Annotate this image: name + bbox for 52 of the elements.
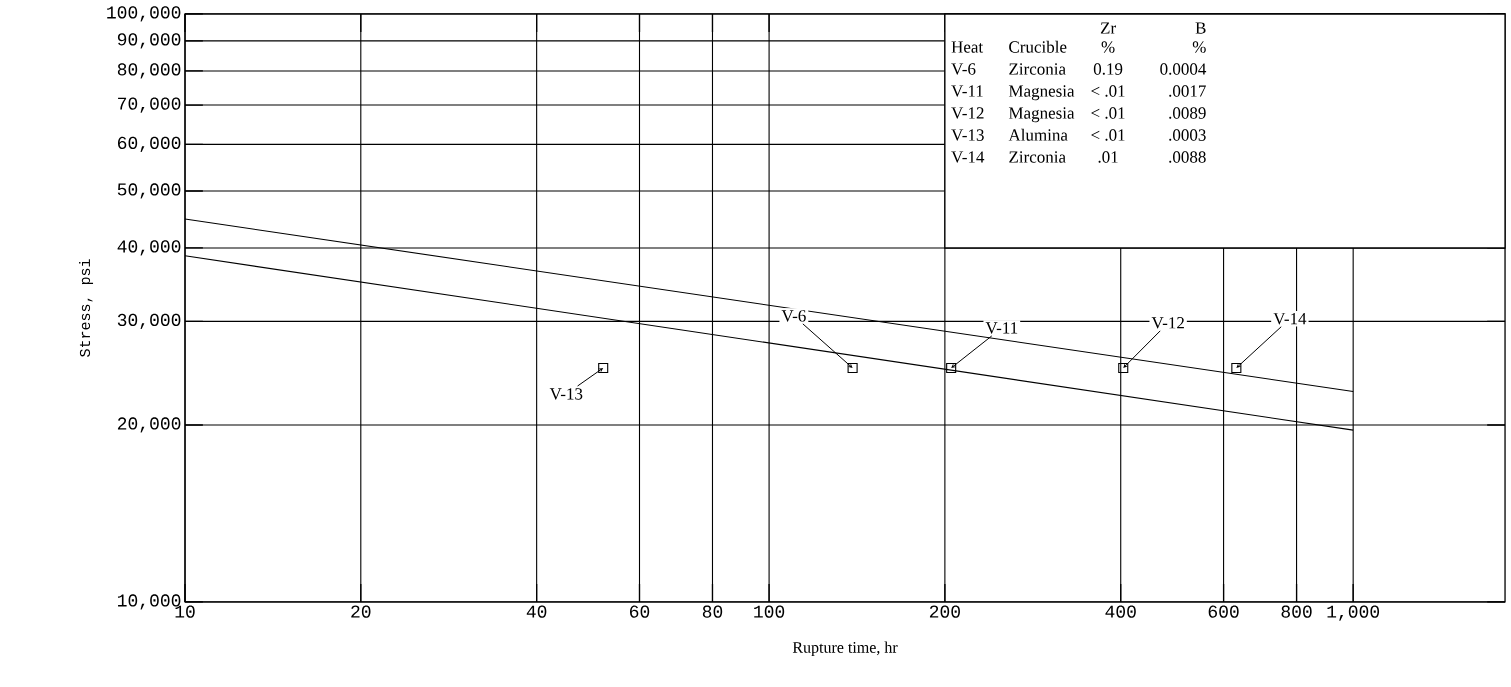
annotation: V-13 <box>951 129 984 141</box>
annotation: V-11 <box>985 322 1018 334</box>
annotation: Heat <box>951 41 984 53</box>
annotation: Magnesia <box>1008 85 1075 101</box>
annotation: Alumina <box>1008 128 1068 141</box>
x-tick-label: 1,000 <box>1327 605 1380 621</box>
annotation: V-14 <box>1273 313 1307 325</box>
x-tick-label: 800 <box>1281 605 1312 618</box>
annotation: .0088 <box>1169 151 1206 163</box>
y-tick-label: 50,000 <box>117 183 181 199</box>
annotation: % <box>1192 41 1206 53</box>
annotation: % <box>1101 41 1115 53</box>
annotation: Zr <box>1100 22 1116 34</box>
annotation: < .01 <box>1091 107 1125 119</box>
annotation: .01 <box>1098 151 1118 163</box>
x-tick-label: 400 <box>1105 605 1136 618</box>
x-tick-label: 60 <box>630 605 650 618</box>
annotation: Zirconia <box>1009 63 1066 75</box>
annotation: V-12 <box>1151 317 1184 329</box>
annotation: < .01 <box>1091 85 1125 97</box>
annotation: 0.0004 <box>1160 63 1207 75</box>
y-tick-label: 30,000 <box>117 313 181 330</box>
y-tick-label: 40,000 <box>117 240 181 256</box>
y-tick-label: 100,000 <box>107 6 181 22</box>
x-tick-label: 200 <box>929 605 960 618</box>
annotation: V-6 <box>951 63 976 75</box>
x-tick-label: 20 <box>351 605 371 618</box>
annotation: .0017 <box>1169 85 1206 97</box>
annotation: V-13 <box>549 388 583 400</box>
x-tick-label: 600 <box>1208 605 1239 618</box>
annotation: .0089 <box>1169 107 1206 119</box>
annotation: V-12 <box>951 107 984 119</box>
annotation: Magnesia <box>1008 107 1075 123</box>
annotation: 0.19 <box>1093 63 1123 75</box>
annotation: V-14 <box>951 151 985 163</box>
x-tick-label: 100 <box>754 605 785 618</box>
annotation: Crucible <box>1009 40 1067 53</box>
y-tick-label: 80,000 <box>117 63 181 79</box>
y-tick-label: 90,000 <box>117 33 181 49</box>
y-tick-label: 60,000 <box>118 136 181 153</box>
y-axis-title: Stress, psi <box>79 259 94 357</box>
y-tick-label: 70,000 <box>118 97 181 113</box>
y-tick-label: 20,000 <box>117 417 181 433</box>
annotation: .0003 <box>1169 129 1206 141</box>
x-axis-title: Rupture time, hr <box>792 641 898 657</box>
annotation: Zirconia <box>1009 151 1066 163</box>
x-tick-label: 40 <box>526 605 547 618</box>
annotation: V-6 <box>781 310 806 322</box>
annotation: V-11 <box>951 85 983 97</box>
x-tick-label: 80 <box>702 605 723 618</box>
annotation: < .01 <box>1091 129 1125 141</box>
annotation: B <box>1195 22 1206 34</box>
